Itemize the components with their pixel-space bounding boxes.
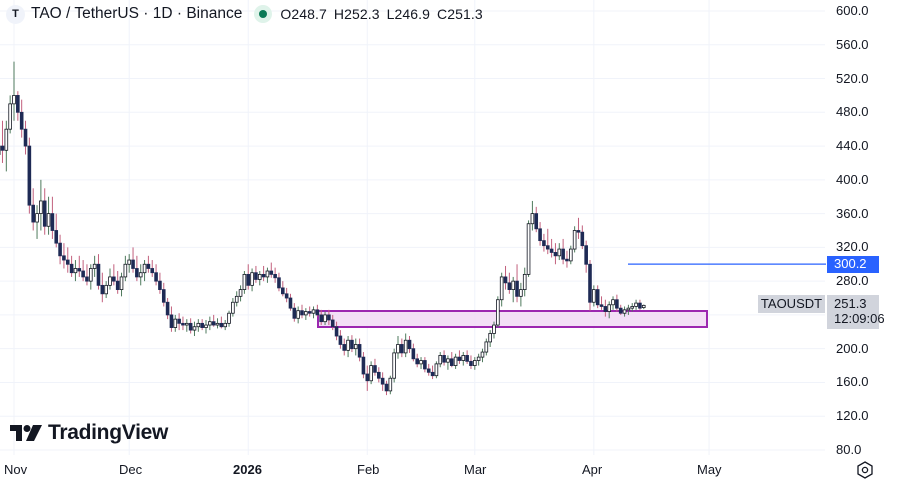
- time-tick-label: Nov: [4, 462, 27, 477]
- symbol-logo-icon[interactable]: T: [6, 5, 25, 24]
- ohlc-open: O248.7: [280, 6, 327, 22]
- price-tick-label: 160.0: [836, 375, 869, 389]
- time-tick-label: Feb: [357, 462, 379, 477]
- time-tick-label: Dec: [119, 462, 142, 477]
- time-tick-label: Apr: [582, 462, 602, 477]
- ohlc-values: O248.7 H252.3 L246.9 C251.3: [280, 6, 489, 22]
- price-tick-label: 80.0: [836, 443, 861, 457]
- price-tick-label: 120.0: [836, 409, 869, 423]
- candles: [0, 62, 645, 395]
- chart-header: T TAO / TetherUS · 1D · Binance O248.7 H2…: [6, 4, 490, 24]
- price-tick-label: 600.0: [836, 4, 869, 18]
- time-tick-label: 2026: [233, 462, 262, 477]
- status-dot: [259, 10, 267, 18]
- price-tick-label: 480.0: [836, 105, 869, 119]
- ohlc-high: H252.3: [334, 6, 380, 22]
- time-tick-label: Mar: [464, 462, 486, 477]
- symbol-title[interactable]: TAO / TetherUS · 1D · Binance: [31, 5, 242, 23]
- bar-countdown: 12:09:06: [834, 311, 879, 326]
- price-tick-label: 360.0: [836, 207, 869, 221]
- time-tick-label: May: [697, 462, 722, 477]
- ohlc-low: L246.9: [387, 6, 430, 22]
- symbol-price-label: TAOUSDT: [758, 295, 825, 313]
- last-price: 251.3: [834, 296, 879, 311]
- grid-lines: [0, 0, 825, 455]
- settings-gear-icon[interactable]: [856, 461, 874, 479]
- hline-price-label: 300.2: [827, 256, 879, 273]
- support-zone-rectangle[interactable]: [318, 311, 707, 327]
- price-tick-label: 560.0: [836, 38, 869, 52]
- price-tick-label: 400.0: [836, 173, 869, 187]
- price-tick-label: 200.0: [836, 342, 869, 356]
- last-price-label: 251.3 12:09:06: [827, 295, 879, 329]
- ohlc-close: C251.3: [437, 6, 483, 22]
- tradingview-logo-icon: [10, 425, 42, 441]
- price-tick-label: 520.0: [836, 72, 869, 86]
- price-tick-label: 440.0: [836, 139, 869, 153]
- tradingview-logo[interactable]: TradingView: [10, 421, 168, 445]
- market-status-icon[interactable]: [254, 5, 272, 23]
- price-tick-label: 280.0: [836, 274, 869, 288]
- price-tick-label: 320.0: [836, 240, 869, 254]
- logo-text: TradingView: [48, 421, 168, 445]
